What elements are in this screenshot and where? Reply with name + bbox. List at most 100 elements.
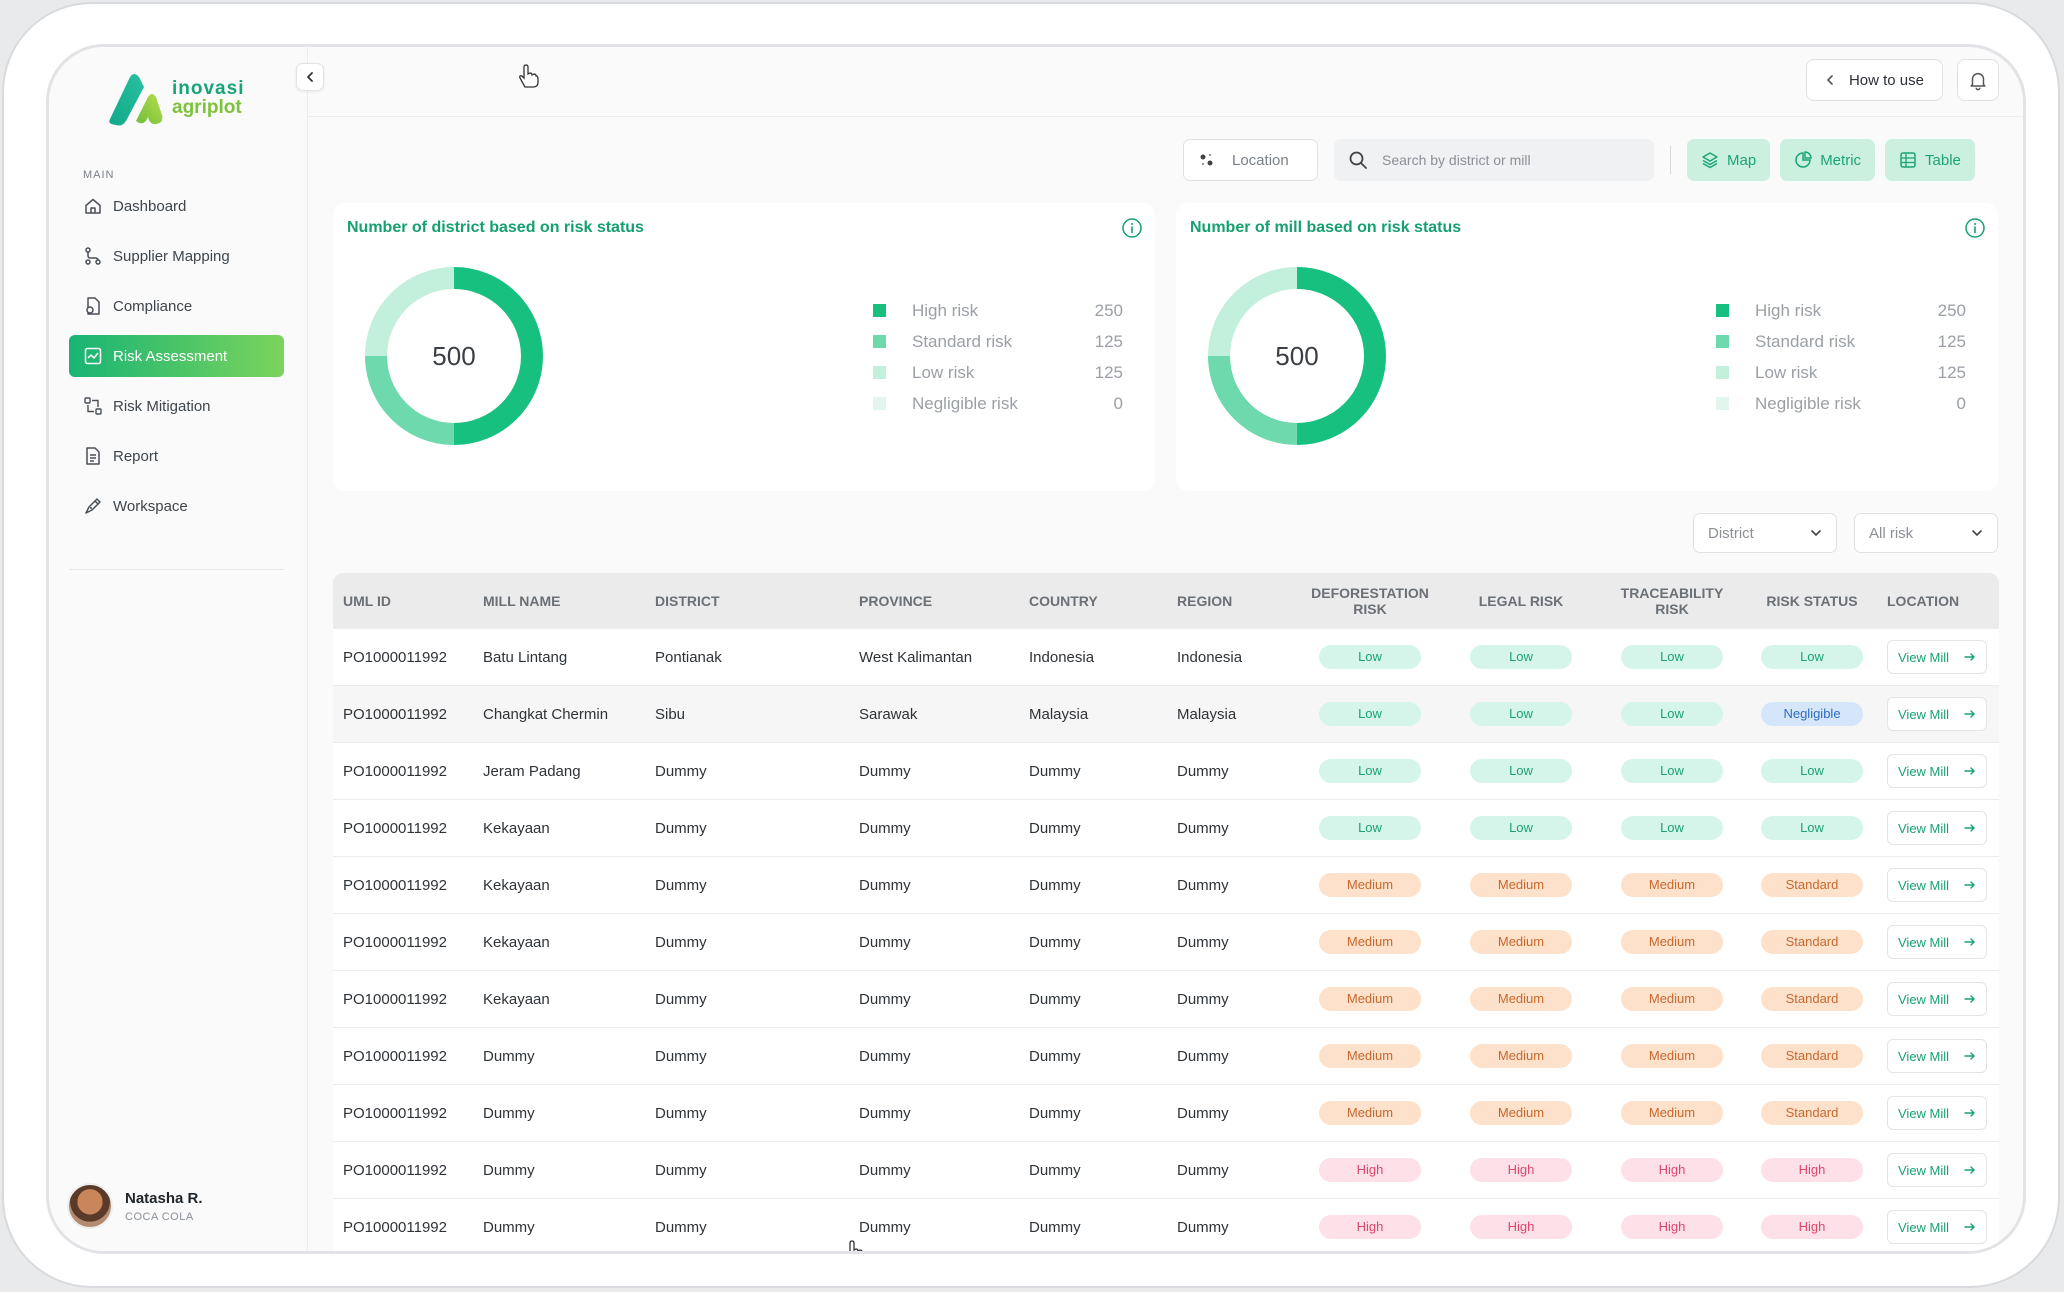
view-mill-button[interactable]: View Mill bbox=[1887, 1153, 1987, 1187]
cell-region: Dummy bbox=[1177, 762, 1229, 780]
table-row[interactable]: PO1000011992 Jeram Padang Dummy Dummy Dummy D… bbox=[333, 743, 1999, 800]
risk-badge: High bbox=[1761, 1158, 1863, 1182]
cell-trace: Medium bbox=[1597, 930, 1747, 954]
view-mill-button[interactable]: View Mill bbox=[1887, 1096, 1987, 1130]
risk-badge: Low bbox=[1319, 645, 1421, 669]
arrow-right-icon bbox=[1964, 1166, 1975, 1174]
collapse-sidebar-button[interactable] bbox=[296, 63, 324, 91]
cell-country: Dummy bbox=[1029, 819, 1081, 837]
info-icon[interactable] bbox=[1121, 217, 1143, 239]
cell-district: Dummy bbox=[655, 933, 707, 951]
arrow-right-icon bbox=[1964, 653, 1975, 661]
column-header[interactable]: DISTRICT bbox=[655, 593, 720, 609]
column-header[interactable]: UML ID bbox=[343, 593, 391, 609]
topbar: How to use bbox=[308, 47, 2023, 117]
view-mill-button[interactable]: View Mill bbox=[1887, 868, 1987, 902]
arrow-right-icon bbox=[1964, 767, 1975, 775]
chevron-down-icon bbox=[1972, 530, 1982, 537]
risk-badge: Medium bbox=[1470, 930, 1572, 954]
column-header[interactable]: RISK STATUS bbox=[1766, 593, 1858, 609]
view-mill-button[interactable]: View Mill bbox=[1887, 1039, 1987, 1073]
cell-country: Dummy bbox=[1029, 1047, 1081, 1065]
column-header[interactable]: LEGAL RISK bbox=[1478, 593, 1564, 609]
table-row[interactable]: PO1000011992 Batu Lintang Pontianak West Ka… bbox=[333, 629, 1999, 686]
table-row[interactable]: PO1000011992 Kekayaan Dummy Dummy Dummy Dummy… bbox=[333, 857, 1999, 914]
table-row[interactable]: PO1000011992 Dummy Dummy Dummy Dummy Dummy Hig… bbox=[333, 1199, 1999, 1251]
table-view-label: Table bbox=[1925, 151, 1961, 169]
cell-region: Dummy bbox=[1177, 1047, 1229, 1065]
cell-region: Dummy bbox=[1177, 876, 1229, 894]
cell-country: Dummy bbox=[1029, 876, 1081, 894]
table-row[interactable]: PO1000011992 Dummy Dummy Dummy Dummy Dummy Med… bbox=[333, 1028, 1999, 1085]
sidebar-item-dashboard[interactable]: Dashboard bbox=[69, 185, 284, 227]
column-header[interactable]: COUNTRY bbox=[1029, 593, 1098, 609]
table-row[interactable]: PO1000011992 Dummy Dummy Dummy Dummy Dummy Hig… bbox=[333, 1142, 1999, 1199]
table-row[interactable]: PO1000011992 Kekayaan Dummy Dummy Dummy Dummy… bbox=[333, 800, 1999, 857]
info-icon[interactable] bbox=[1964, 217, 1986, 239]
column-header[interactable]: MILL NAME bbox=[483, 593, 561, 609]
cell-location: View Mill bbox=[1877, 640, 1997, 674]
view-mill-button[interactable]: View Mill bbox=[1887, 925, 1987, 959]
risk-badge: Medium bbox=[1470, 987, 1572, 1011]
table-icon bbox=[1900, 152, 1916, 168]
sidebar-item-risk-assessment[interactable]: Risk Assessment bbox=[69, 335, 284, 377]
sidebar-item-supplier-mapping[interactable]: Supplier Mapping bbox=[69, 235, 284, 277]
column-header[interactable]: PROVINCE bbox=[859, 593, 933, 609]
search-input[interactable]: Search by district or mill bbox=[1334, 139, 1654, 181]
table-row[interactable]: PO1000011992 Changkat Chermin Sibu Sarawak M… bbox=[333, 686, 1999, 743]
column-header[interactable]: DEFORESTATION RISK bbox=[1311, 585, 1429, 617]
cell-mill: Jeram Padang bbox=[483, 762, 581, 780]
column-header[interactable]: TRACEABILITY RISK bbox=[1620, 585, 1724, 617]
notifications-button[interactable] bbox=[1957, 59, 1999, 101]
metric-view-button[interactable]: Metric bbox=[1780, 139, 1876, 181]
risk-filter-select[interactable]: All risk bbox=[1854, 513, 1998, 553]
table-view-button[interactable]: Table bbox=[1885, 139, 1975, 181]
map-view-button[interactable]: Map bbox=[1687, 139, 1771, 181]
table-row[interactable]: PO1000011992 Dummy Dummy Dummy Dummy Dummy Med… bbox=[333, 1085, 1999, 1142]
sidebar-item-compliance[interactable]: Compliance bbox=[69, 285, 284, 327]
legend-value: 125 bbox=[1937, 331, 1966, 351]
view-mill-button[interactable]: View Mill bbox=[1887, 811, 1987, 845]
cell-location: View Mill bbox=[1877, 868, 1997, 902]
sidebar-item-label: Supplier Mapping bbox=[113, 247, 230, 265]
how-to-use-button[interactable]: How to use bbox=[1805, 59, 1943, 101]
table-row[interactable]: PO1000011992 Kekayaan Dummy Dummy Dummy Dummy… bbox=[333, 971, 1999, 1028]
location-filter-button[interactable]: Location bbox=[1183, 139, 1318, 181]
column-header[interactable]: REGION bbox=[1177, 593, 1233, 609]
cell-status: Standard bbox=[1747, 930, 1877, 954]
table-row[interactable]: PO1000011992 Kekayaan Dummy Dummy Dummy Dummy… bbox=[333, 914, 1999, 971]
cell-province: Dummy bbox=[859, 1161, 911, 1179]
view-mill-button[interactable]: View Mill bbox=[1887, 640, 1987, 674]
chevron-down-icon bbox=[1811, 530, 1821, 537]
view-mill-label: View Mill bbox=[1898, 877, 1950, 893]
user-profile[interactable]: Natasha R. COCA COLA bbox=[67, 1183, 203, 1229]
view-toolbar: Location Search by district or mill Map … bbox=[1183, 139, 1975, 181]
legend-item: Negligible risk 0 bbox=[1716, 388, 1966, 419]
cell-mill: Kekayaan bbox=[483, 990, 550, 1008]
view-mill-button[interactable]: View Mill bbox=[1887, 1210, 1987, 1244]
sidebar-item-workspace[interactable]: Workspace bbox=[69, 485, 284, 527]
risk-badge: Low bbox=[1319, 759, 1421, 783]
arrow-right-icon bbox=[1964, 1109, 1975, 1117]
risk-badge: Standard bbox=[1761, 987, 1863, 1011]
brand-logo[interactable]: inovasi agriplot bbox=[104, 69, 244, 127]
view-mill-button[interactable]: View Mill bbox=[1887, 982, 1987, 1016]
view-mill-button[interactable]: View Mill bbox=[1887, 697, 1987, 731]
risk-badge: Low bbox=[1470, 759, 1572, 783]
cell-mill: Kekayaan bbox=[483, 933, 550, 951]
cell-legal: Medium bbox=[1445, 987, 1597, 1011]
sidebar-item-risk-mitigation[interactable]: Risk Mitigation bbox=[69, 385, 284, 427]
risk-legend: High risk 250 Standard risk 125 Low risk 125 N… bbox=[873, 295, 1123, 419]
column-header[interactable]: LOCATION bbox=[1887, 593, 1960, 609]
cell-legal: Medium bbox=[1445, 1044, 1597, 1068]
legend-value: 125 bbox=[1094, 331, 1123, 351]
location-pin-icon bbox=[1200, 153, 1213, 166]
cell-mill: Batu Lintang bbox=[483, 648, 568, 666]
district-filter-select[interactable]: District bbox=[1693, 513, 1837, 553]
cell-legal: High bbox=[1445, 1215, 1597, 1239]
route-icon bbox=[85, 247, 101, 265]
view-mill-button[interactable]: View Mill bbox=[1887, 754, 1987, 788]
legend-label: Low risk bbox=[1755, 362, 1818, 382]
sidebar-item-report[interactable]: Report bbox=[69, 435, 284, 477]
risk-legend: High risk 250 Standard risk 125 Low risk 125 N… bbox=[1716, 295, 1966, 419]
